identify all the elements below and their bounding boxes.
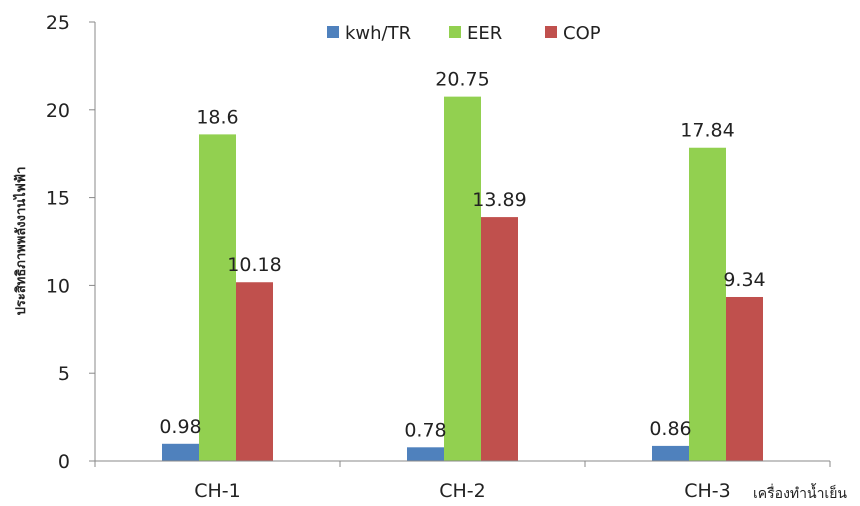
data-label: 0.86 <box>649 418 691 440</box>
bar <box>481 217 518 461</box>
bars <box>162 96 763 461</box>
legend-label: kwh/TR <box>345 23 411 44</box>
legend-item: COP <box>545 23 601 44</box>
x-tick-label: CH-1 <box>194 480 241 502</box>
legend: kwh/TR EER COP <box>327 23 601 44</box>
bar <box>689 147 726 461</box>
bar <box>407 447 444 461</box>
x-axis-title: เครื่องทำน้ำเย็น <box>753 483 847 502</box>
y-tick-label: 20 <box>46 100 70 122</box>
legend-swatch <box>545 26 557 38</box>
legend-label: COP <box>563 23 601 44</box>
x-tick-label: CH-2 <box>439 480 486 502</box>
data-label: 0.98 <box>159 416 201 438</box>
data-label: 17.84 <box>680 120 734 142</box>
data-label: 9.34 <box>723 269 765 291</box>
data-label: 10.18 <box>227 254 281 276</box>
y-axis: 0 5 10 15 20 25 <box>46 12 96 473</box>
data-label: 20.75 <box>435 69 489 91</box>
bar <box>162 443 199 461</box>
bar <box>652 445 689 461</box>
bar <box>726 296 763 461</box>
data-label: 13.89 <box>472 189 526 211</box>
bar <box>236 282 273 461</box>
y-axis-title: ประสิทธิภาพพลังงานไฟฟ้า <box>12 167 29 316</box>
data-label: 18.6 <box>196 106 238 128</box>
x-axis: CH-1 CH-2 CH-3 <box>94 460 831 502</box>
legend-swatch <box>449 26 461 38</box>
legend-swatch <box>327 26 339 38</box>
y-tick-label: 25 <box>46 12 70 34</box>
data-label: 0.78 <box>404 419 446 441</box>
y-tick-label: 10 <box>46 275 70 297</box>
y-tick-label: 0 <box>58 451 70 473</box>
data-labels: 0.98 0.78 0.86 18.6 20.75 17.84 10.18 13.89 9.34 <box>159 69 765 442</box>
bar <box>444 96 481 461</box>
legend-label: EER <box>467 23 502 44</box>
legend-item: EER <box>449 23 502 44</box>
bar <box>199 134 236 461</box>
legend-item: kwh/TR <box>327 23 411 44</box>
y-tick-label: 5 <box>58 363 70 385</box>
x-tick-label: CH-3 <box>684 480 731 502</box>
y-tick-label: 15 <box>46 188 70 210</box>
